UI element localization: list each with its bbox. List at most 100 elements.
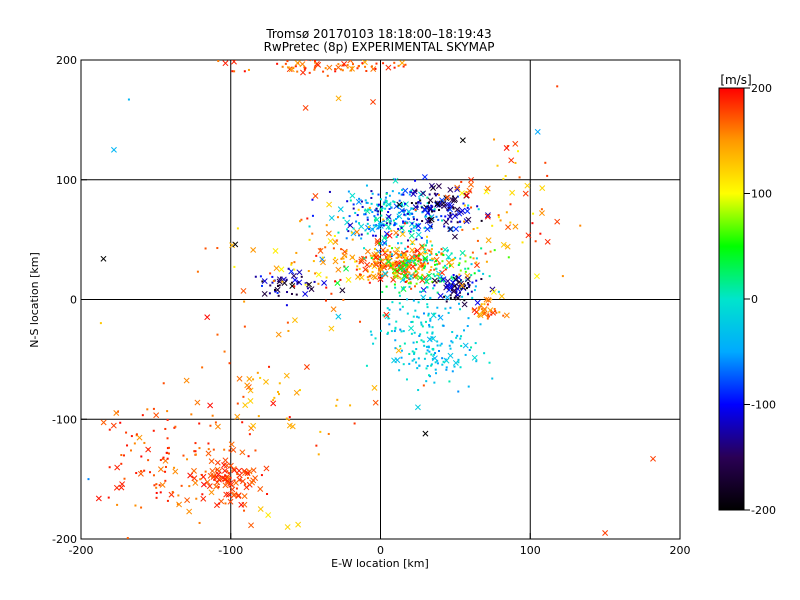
data-point-dot [453, 365, 456, 368]
data-point-cross [459, 190, 465, 197]
data-point-cross [392, 177, 399, 184]
data-point-dot [260, 474, 263, 477]
data-point-cross [385, 223, 392, 230]
data-point-dot [428, 324, 431, 327]
data-point-dot [429, 277, 432, 280]
data-point-dot [408, 230, 411, 233]
chart-subtitle: RwPretec (8p) EXPERIMENTAL SKYMAP [264, 40, 495, 54]
data-point-dot [434, 352, 437, 355]
data-point-cross [508, 157, 515, 164]
data-point-cross [303, 364, 310, 370]
data-point-dot [395, 320, 398, 323]
data-point-dot [405, 378, 408, 381]
data-point-dot [375, 62, 378, 65]
data-point-cross [433, 256, 440, 263]
data-point-dot [433, 268, 436, 271]
data-point-dot [421, 244, 424, 247]
data-point-dot [415, 238, 418, 241]
data-point-cross [458, 282, 465, 289]
data-point-cross [192, 480, 199, 486]
y-tick-label: -100 [52, 413, 77, 426]
data-point-dot [402, 210, 405, 213]
data-point-dot [277, 60, 280, 61]
data-point-dot [272, 399, 275, 402]
data-point-dot [281, 65, 284, 68]
data-point-dot [286, 321, 289, 324]
data-point-cross [230, 446, 237, 453]
data-point-dot [369, 264, 372, 267]
data-point-dot [395, 235, 398, 238]
data-point-dot [475, 360, 478, 363]
data-point-dot [457, 264, 460, 267]
data-point-cross [402, 187, 409, 194]
data-point-dot [336, 216, 339, 219]
data-point-dot [441, 260, 444, 263]
data-point-dot [430, 248, 433, 251]
data-point-cross [412, 272, 419, 279]
grid-lines [81, 60, 680, 539]
data-point-dot [466, 206, 469, 209]
data-point-cross [231, 60, 237, 65]
data-point-dot [431, 259, 434, 262]
data-point-dot [437, 193, 440, 196]
data-point-dot [303, 66, 306, 69]
data-point-cross [246, 375, 253, 382]
data-point-dot [389, 220, 392, 223]
data-point-dot [404, 220, 407, 223]
data-point-dot [398, 192, 401, 195]
data-point-dot [412, 299, 415, 302]
data-point-dot [498, 311, 501, 314]
data-point-dot [308, 238, 311, 241]
data-point-dot [393, 223, 396, 226]
data-point-dot [433, 312, 436, 315]
data-point-dot [198, 422, 201, 425]
data-point-cross [390, 276, 397, 283]
data-point-dot [431, 332, 434, 335]
data-point-dot [421, 325, 424, 328]
x-tick-label: 0 [377, 544, 384, 557]
data-point-dot [223, 448, 226, 451]
data-point-dot [450, 286, 453, 289]
data-point-dot [349, 404, 352, 407]
data-point-dot [489, 250, 492, 253]
data-point-dot [444, 264, 447, 267]
data-point-dot [217, 60, 220, 62]
data-point-dot [304, 282, 307, 285]
data-point-dot [413, 358, 416, 361]
data-point-cross [408, 232, 415, 239]
data-point-dot [477, 308, 480, 311]
data-point-dot [311, 214, 314, 217]
data-point-dot [430, 363, 433, 366]
data-point-cross [332, 258, 339, 265]
data-point-cross [293, 389, 300, 396]
data-point-dot [382, 219, 385, 222]
data-point-dot [120, 462, 123, 465]
data-point-dot [400, 356, 403, 359]
data-point-cross [408, 273, 415, 280]
data-point-dot [403, 260, 406, 263]
data-point-dot [406, 212, 409, 215]
data-point-cross [176, 501, 183, 508]
data-point-dot [429, 227, 432, 230]
data-point-dot [423, 248, 426, 251]
data-point-dot [413, 255, 416, 258]
data-point-dot [130, 435, 133, 438]
data-point-dot [406, 245, 409, 248]
data-point-cross [414, 404, 421, 411]
data-point-dot [351, 238, 354, 241]
data-point-dot [486, 314, 489, 317]
data-point-dot [464, 270, 467, 273]
data-point-dot [370, 196, 373, 199]
data-point-dot [429, 259, 432, 262]
data-point-dot [427, 217, 430, 220]
data-point-dot [467, 293, 470, 296]
data-point-dot [140, 470, 143, 473]
data-point-dot [406, 268, 409, 271]
data-point-dot [236, 473, 239, 476]
data-point-dot [452, 195, 455, 198]
data-point-dot [475, 261, 478, 264]
data-point-dot [420, 321, 423, 324]
data-point-cross [204, 314, 211, 321]
data-point-cross [373, 254, 380, 261]
data-point-dot [429, 319, 432, 322]
